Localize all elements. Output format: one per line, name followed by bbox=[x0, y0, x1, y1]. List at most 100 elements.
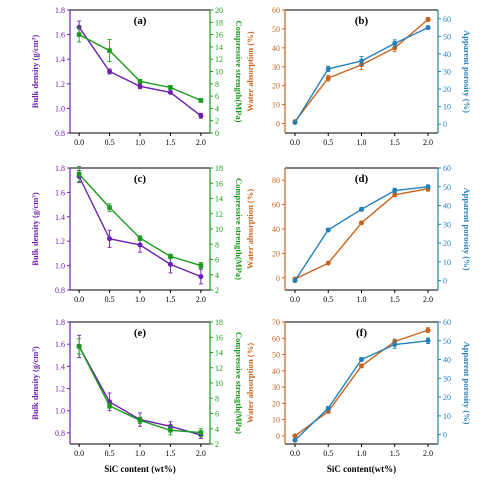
series-line-bulk_density bbox=[78, 26, 202, 117]
data-point-compressive_strength bbox=[198, 263, 204, 268]
right-y-tick-label: 4 bbox=[215, 271, 219, 280]
left-y-tick-label: 30 bbox=[272, 383, 280, 392]
panel-label: (d) bbox=[355, 173, 369, 185]
right-y-tick-label: 30 bbox=[443, 374, 451, 383]
left-y-tick-label: 1.6 bbox=[55, 188, 65, 197]
left-y-tick-label: 0.8 bbox=[55, 129, 65, 138]
x-tick-label: 1.5 bbox=[165, 138, 175, 147]
panel-label: (b) bbox=[355, 15, 369, 27]
x-tick-label: 0.0 bbox=[290, 138, 300, 147]
left-axis-title: Bulk density (g/cm³) bbox=[30, 192, 40, 266]
data-point-compressive_strength bbox=[76, 344, 82, 349]
right-axis-title: Apparent porosity (%) bbox=[462, 30, 472, 113]
x-tick-label: 0.5 bbox=[323, 138, 333, 147]
right-axis-title: Compressive strength(MPa) bbox=[234, 178, 244, 280]
data-point-water_absorption bbox=[325, 75, 331, 81]
data-point-compressive_strength bbox=[137, 79, 143, 84]
right-y-tick-label: 20 bbox=[443, 393, 451, 402]
right-y-tick-label: 10 bbox=[443, 258, 451, 267]
series-line-water_absorption bbox=[294, 188, 429, 280]
left-y-tick-label: 0 bbox=[276, 274, 280, 283]
right-y-tick-label: 0 bbox=[443, 431, 447, 440]
data-point-bulk_density bbox=[107, 236, 113, 242]
right-y-tick-label: 16 bbox=[215, 333, 223, 342]
left-y-tick-label: 80 bbox=[272, 176, 280, 185]
data-point-apparent_porosity bbox=[392, 188, 398, 194]
right-y-tick-label: 16 bbox=[215, 179, 223, 188]
right-y-tick-label: 10 bbox=[443, 412, 451, 421]
x-tick-label: 1.5 bbox=[390, 295, 400, 304]
left-y-tick-label: 50 bbox=[272, 351, 280, 360]
x-tick-label: 1.0 bbox=[357, 449, 367, 458]
right-y-tick-label: 2 bbox=[215, 117, 219, 126]
series-line-compressive_strength bbox=[78, 33, 202, 102]
data-point-compressive_strength bbox=[198, 430, 204, 435]
x-tick-label: 0.0 bbox=[290, 295, 300, 304]
data-point-compressive_strength bbox=[137, 235, 143, 241]
x-axis-title: SiC content(wt%) bbox=[327, 464, 396, 474]
series-line-apparent_porosity bbox=[294, 26, 429, 123]
data-point-apparent_porosity bbox=[325, 227, 331, 233]
right-y-tick-label: 60 bbox=[443, 164, 451, 173]
right-y-tick-label: 6 bbox=[215, 410, 219, 419]
x-tick-label: 1.0 bbox=[135, 449, 145, 458]
data-point-bulk_density bbox=[167, 89, 173, 95]
right-y-tick-label: 40 bbox=[443, 356, 451, 365]
data-point-apparent_porosity bbox=[392, 342, 398, 348]
left-y-tick-label: 30 bbox=[272, 63, 280, 72]
right-y-tick-label: 4 bbox=[215, 425, 219, 434]
right-y-tick-label: 40 bbox=[443, 202, 451, 211]
right-y-tick-label: 4 bbox=[215, 104, 219, 113]
right-y-tick-label: 30 bbox=[443, 220, 451, 229]
left-y-tick-label: 1.6 bbox=[55, 340, 65, 349]
left-y-tick-label: 60 bbox=[272, 6, 280, 15]
right-y-tick-label: 0 bbox=[443, 277, 447, 286]
x-axis-title: SiC content (wt%) bbox=[104, 464, 176, 474]
right-axis-title: Apparent porosity (%) bbox=[462, 188, 472, 271]
x-tick-label: 2.0 bbox=[196, 449, 206, 458]
left-axis-title: Water absorption (%) bbox=[245, 343, 255, 423]
left-y-tick-label: 0 bbox=[276, 120, 280, 129]
left-y-tick-label: 1.8 bbox=[55, 318, 65, 327]
left-y-tick-label: 60 bbox=[272, 201, 280, 210]
x-tick-label: 0.5 bbox=[323, 295, 333, 304]
data-point-water_absorption bbox=[392, 192, 398, 198]
right-y-tick-label: 10 bbox=[215, 68, 223, 77]
data-point-compressive_strength bbox=[76, 171, 82, 177]
x-tick-label: 1.5 bbox=[165, 295, 175, 304]
data-point-compressive_strength bbox=[107, 48, 112, 53]
data-point-bulk_density bbox=[137, 83, 143, 89]
left-y-tick-label: 70 bbox=[272, 318, 280, 327]
right-y-tick-label: 50 bbox=[443, 337, 451, 346]
right-y-tick-label: 18 bbox=[215, 318, 223, 327]
right-y-tick-label: 14 bbox=[215, 43, 223, 52]
left-y-tick-label: 40 bbox=[272, 225, 280, 234]
left-y-tick-label: 10 bbox=[272, 416, 280, 425]
data-point-apparent_porosity bbox=[292, 119, 298, 125]
data-point-water_absorption bbox=[359, 220, 364, 226]
data-point-apparent_porosity bbox=[325, 66, 331, 72]
panel-label: (a) bbox=[134, 15, 147, 27]
x-tick-label: 1.5 bbox=[390, 449, 400, 458]
right-y-tick-label: 10 bbox=[215, 225, 223, 234]
right-y-tick-label: 20 bbox=[443, 239, 451, 248]
data-point-water_absorption bbox=[425, 16, 431, 22]
data-point-apparent_porosity bbox=[425, 184, 431, 190]
left-y-tick-label: 0 bbox=[276, 432, 280, 441]
left-y-tick-label: 50 bbox=[272, 25, 280, 34]
right-y-tick-label: 0 bbox=[215, 129, 219, 138]
series-line-water_absorption bbox=[294, 329, 429, 437]
right-y-tick-label: 6 bbox=[215, 256, 219, 265]
x-tick-label: 0.5 bbox=[105, 449, 115, 458]
left-y-tick-label: 0.8 bbox=[55, 429, 65, 438]
chart-panel-2: 0.0 0.5 1.0 1.5 2.0 0 10 20 30 40 50 60 0 10 20 30 40 50 6… bbox=[245, 6, 472, 147]
chart-panel-5: 0.0 0.5 1.0 1.5 2.0 0.8 1.0 1.2 1.4 1.6 1.8 2 4 6 8 10 1… bbox=[30, 318, 244, 474]
right-y-tick-label: 20 bbox=[443, 85, 451, 94]
chart-panel-1: 0.0 0.5 1.0 1.5 2.0 0.8 1.0 1.2 1.4 1.6 1.8 0 2 4 6 8 10… bbox=[30, 6, 244, 147]
right-y-tick-label: 6 bbox=[215, 92, 219, 101]
data-point-water_absorption bbox=[292, 433, 298, 439]
right-axis-title: Compressive strength(MPa) bbox=[234, 21, 244, 123]
right-axis-title: Compressive strength(MPa) bbox=[234, 332, 244, 434]
data-point-compressive_strength bbox=[198, 98, 204, 103]
